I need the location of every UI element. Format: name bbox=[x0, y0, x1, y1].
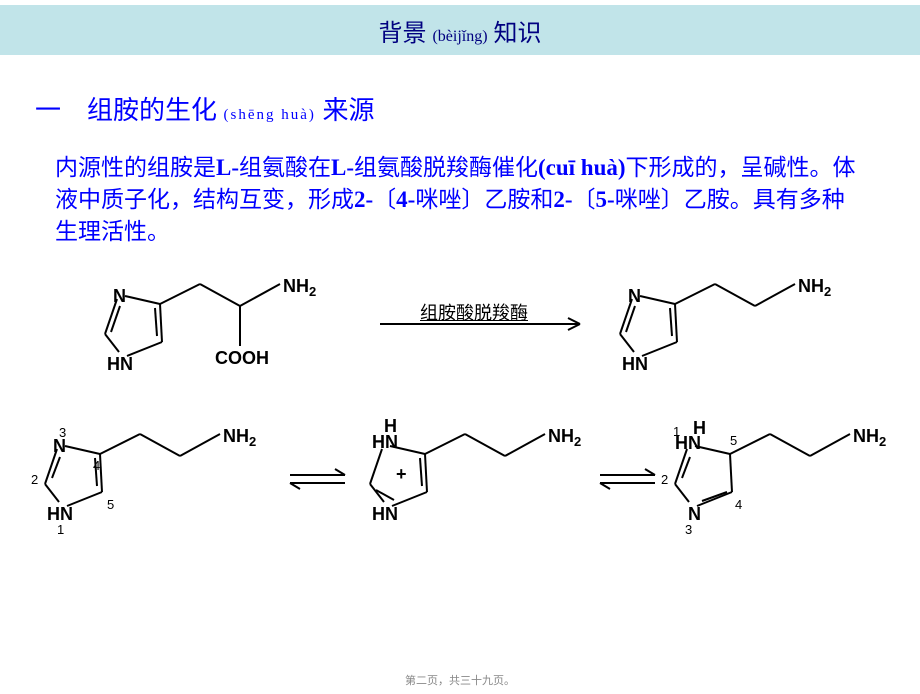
svg-text:2: 2 bbox=[31, 472, 38, 487]
section-title-2: 来源 bbox=[322, 96, 374, 125]
b3: (cuī huà) bbox=[538, 155, 626, 180]
svg-text:H: H bbox=[384, 416, 397, 436]
histidine-structure: N HN NH2 COOH bbox=[105, 276, 316, 374]
t6: 咪唑〕乙胺和 bbox=[415, 187, 553, 212]
page-title: 背景 (bèijǐng) 知识 bbox=[378, 13, 541, 48]
tautomer-c: HN H N 1 2 3 4 5 NH2 bbox=[661, 418, 886, 537]
svg-text:HN: HN bbox=[372, 504, 398, 524]
svg-text:5: 5 bbox=[730, 433, 737, 448]
svg-text:NH2: NH2 bbox=[283, 276, 316, 299]
svg-text:N: N bbox=[688, 504, 701, 524]
title-part1: 背景 bbox=[378, 21, 426, 47]
svg-text:HN: HN bbox=[107, 354, 133, 374]
svg-text:3: 3 bbox=[685, 522, 692, 537]
tautomer-b: HN H HN + NH2 bbox=[370, 416, 581, 524]
page-footer: 第二页，共三十九页。 bbox=[0, 672, 920, 688]
svg-text:HN: HN bbox=[622, 354, 648, 374]
b2: L- bbox=[331, 155, 354, 180]
t2: 组氨酸在 bbox=[239, 155, 331, 180]
svg-text:NH2: NH2 bbox=[548, 426, 581, 449]
svg-text:H: H bbox=[693, 418, 706, 438]
title-pinyin: (bèijǐng) bbox=[432, 28, 487, 45]
svg-text:4: 4 bbox=[93, 458, 100, 473]
svg-text:N: N bbox=[113, 286, 126, 306]
svg-text:NH2: NH2 bbox=[798, 276, 831, 299]
b7: 5- bbox=[596, 187, 615, 212]
section-title-1: 组胺的生化 bbox=[87, 96, 217, 125]
b1: L- bbox=[216, 155, 239, 180]
svg-text:4: 4 bbox=[735, 497, 742, 512]
b4: 2- bbox=[354, 187, 373, 212]
svg-text:5: 5 bbox=[107, 497, 114, 512]
svg-text:2: 2 bbox=[661, 472, 668, 487]
tautomer-a: N HN 3 2 1 5 4 NH2 bbox=[31, 425, 256, 537]
svg-text:NH2: NH2 bbox=[223, 426, 256, 449]
t7: 〔 bbox=[573, 187, 596, 212]
svg-text:N: N bbox=[628, 286, 641, 306]
svg-text:1: 1 bbox=[673, 424, 680, 439]
reaction-arrow bbox=[380, 318, 580, 330]
header-band: 背景 (bèijǐng) 知识 bbox=[0, 5, 920, 55]
title-part2: 知识 bbox=[494, 21, 542, 47]
b5: 4- bbox=[396, 187, 415, 212]
t5: 〔 bbox=[373, 187, 396, 212]
t3: 组氨酸脱羧酶催化 bbox=[354, 155, 538, 180]
section-heading: 一 组胺的生化 (shēng huà) 来源 bbox=[35, 90, 920, 127]
svg-text:HN: HN bbox=[47, 504, 73, 524]
structures-svg: N HN NH2 COOH bbox=[0, 264, 920, 594]
t1: 内源性的组胺是 bbox=[55, 155, 216, 180]
b6: 2- bbox=[553, 187, 572, 212]
body-paragraph: 内源性的组胺是L-组氨酸在L-组氨酸脱羧酶催化(cuī huà)下形成的，呈碱性… bbox=[55, 152, 865, 249]
svg-text:+: + bbox=[396, 464, 407, 484]
svg-text:COOH: COOH bbox=[215, 348, 269, 368]
equilibrium-arrow-1 bbox=[290, 469, 345, 489]
svg-text:NH2: NH2 bbox=[853, 426, 886, 449]
section-pinyin: (shēng huà) bbox=[224, 107, 316, 123]
section-number: 一 bbox=[35, 96, 61, 125]
equilibrium-arrow-2 bbox=[600, 469, 655, 489]
histamine-structure: N HN NH2 bbox=[620, 276, 831, 374]
chemistry-diagram: 组胺酸脱羧酶 N HN NH2 COOH bbox=[0, 264, 920, 594]
svg-text:3: 3 bbox=[59, 425, 66, 440]
svg-text:1: 1 bbox=[57, 522, 64, 537]
